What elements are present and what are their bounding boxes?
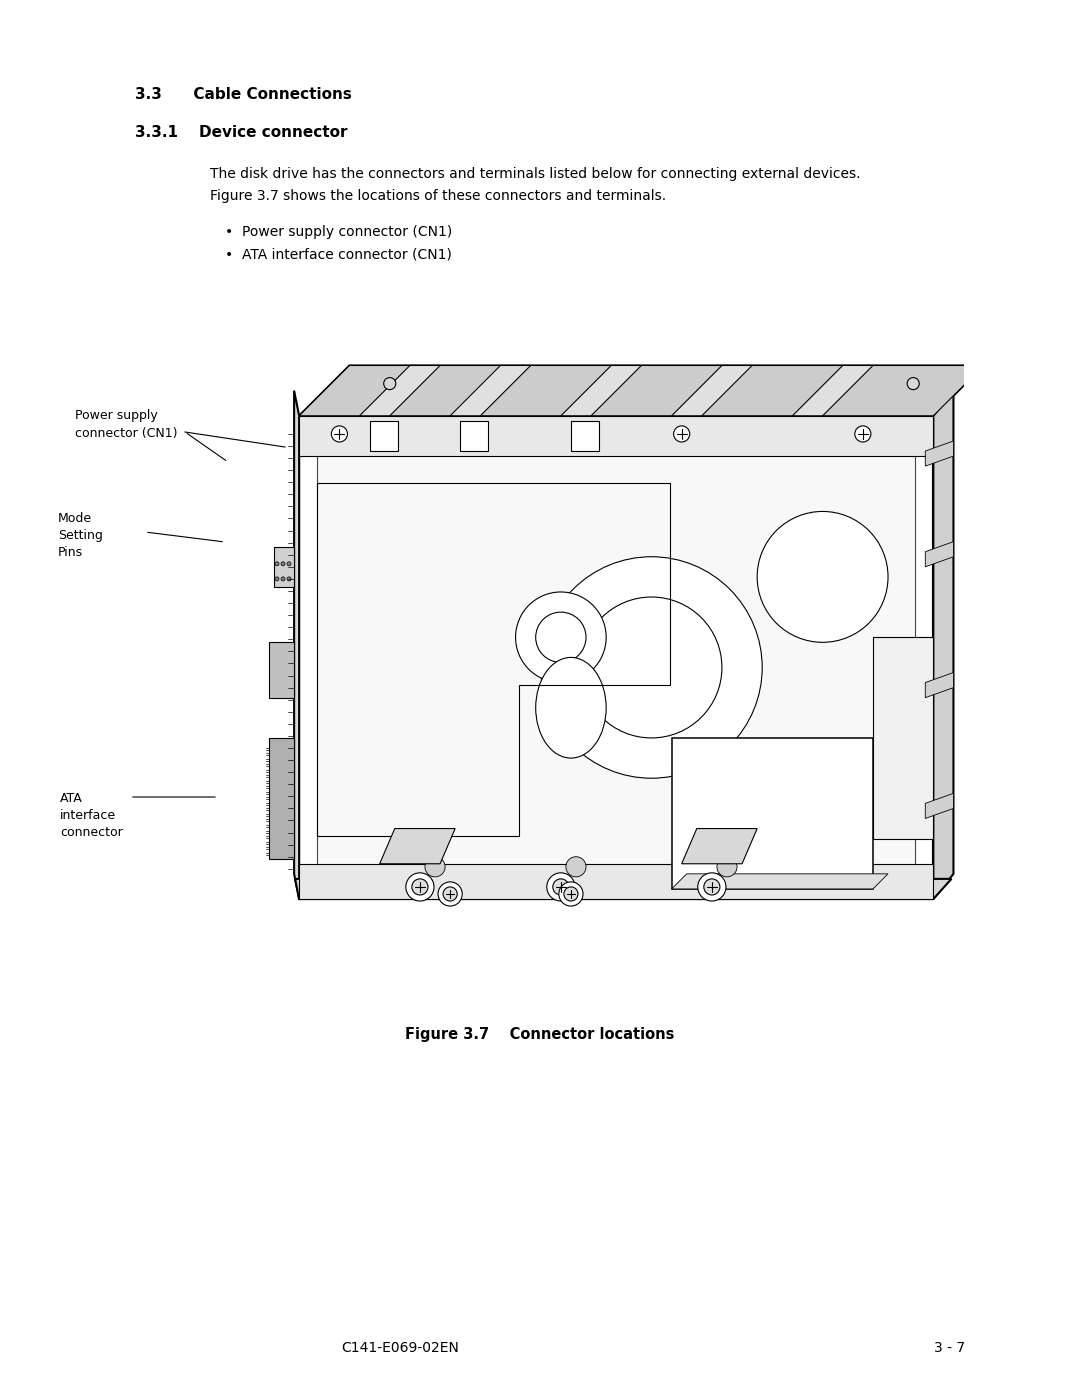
Circle shape bbox=[907, 377, 919, 390]
Text: 3 - 7: 3 - 7 bbox=[934, 1341, 966, 1355]
Text: 3.3      Cable Connections: 3.3 Cable Connections bbox=[135, 87, 352, 102]
Polygon shape bbox=[299, 416, 933, 455]
Text: The disk drive has the connectors and terminals listed below for connecting exte: The disk drive has the connectors and te… bbox=[210, 168, 861, 182]
Circle shape bbox=[566, 856, 586, 877]
Polygon shape bbox=[450, 366, 530, 416]
Polygon shape bbox=[672, 366, 752, 416]
Bar bbox=[460, 420, 488, 451]
Bar bbox=[269, 643, 294, 697]
Bar bbox=[571, 420, 599, 451]
Polygon shape bbox=[360, 366, 440, 416]
Text: interface: interface bbox=[60, 809, 117, 821]
Text: Figure 3.7    Connector locations: Figure 3.7 Connector locations bbox=[405, 1027, 675, 1042]
Polygon shape bbox=[294, 391, 299, 900]
Polygon shape bbox=[933, 391, 954, 900]
Text: •  ATA interface connector (CN1): • ATA interface connector (CN1) bbox=[225, 247, 451, 261]
Circle shape bbox=[424, 856, 445, 877]
Polygon shape bbox=[299, 366, 984, 416]
Circle shape bbox=[406, 873, 434, 901]
Text: Pins: Pins bbox=[58, 546, 83, 559]
Text: Figure 3.7 shows the locations of these connectors and terminals.: Figure 3.7 shows the locations of these … bbox=[210, 189, 666, 203]
Circle shape bbox=[287, 577, 292, 581]
Circle shape bbox=[411, 879, 428, 895]
Text: Power supply: Power supply bbox=[75, 409, 158, 422]
Polygon shape bbox=[380, 828, 455, 863]
Text: C141-E069-02EN: C141-E069-02EN bbox=[341, 1341, 459, 1355]
Bar bbox=[274, 546, 294, 587]
Polygon shape bbox=[299, 366, 984, 416]
Circle shape bbox=[275, 562, 279, 566]
Text: Setting: Setting bbox=[58, 529, 103, 542]
Bar bbox=[369, 420, 397, 451]
Text: Mode: Mode bbox=[58, 511, 92, 525]
Polygon shape bbox=[926, 441, 954, 467]
Circle shape bbox=[281, 577, 285, 581]
Polygon shape bbox=[926, 793, 954, 819]
Circle shape bbox=[717, 856, 737, 877]
Ellipse shape bbox=[536, 658, 606, 759]
Text: connector (CN1): connector (CN1) bbox=[75, 427, 177, 440]
Circle shape bbox=[287, 562, 292, 566]
Circle shape bbox=[332, 426, 348, 441]
Circle shape bbox=[515, 592, 606, 683]
Bar bbox=[873, 637, 933, 838]
Circle shape bbox=[581, 597, 721, 738]
Text: connector: connector bbox=[60, 826, 123, 840]
Circle shape bbox=[541, 557, 762, 778]
Circle shape bbox=[704, 879, 720, 895]
Polygon shape bbox=[318, 434, 915, 882]
Polygon shape bbox=[561, 366, 642, 416]
Circle shape bbox=[564, 887, 578, 901]
Circle shape bbox=[536, 612, 586, 662]
Circle shape bbox=[698, 873, 726, 901]
Circle shape bbox=[275, 577, 279, 581]
Circle shape bbox=[443, 887, 457, 901]
Polygon shape bbox=[681, 828, 757, 863]
Polygon shape bbox=[295, 879, 951, 900]
Text: 3.3.1    Device connector: 3.3.1 Device connector bbox=[135, 124, 348, 140]
Polygon shape bbox=[926, 542, 954, 567]
Polygon shape bbox=[299, 416, 933, 900]
Circle shape bbox=[558, 882, 583, 907]
Circle shape bbox=[438, 882, 462, 907]
Circle shape bbox=[383, 377, 395, 390]
Polygon shape bbox=[672, 875, 888, 888]
Circle shape bbox=[854, 426, 870, 441]
Text: •  Power supply connector (CN1): • Power supply connector (CN1) bbox=[225, 225, 453, 239]
Polygon shape bbox=[793, 366, 873, 416]
Circle shape bbox=[281, 562, 285, 566]
Text: ATA: ATA bbox=[60, 792, 83, 805]
Polygon shape bbox=[926, 672, 954, 697]
Polygon shape bbox=[299, 863, 933, 900]
Circle shape bbox=[674, 426, 690, 441]
Circle shape bbox=[546, 873, 575, 901]
Circle shape bbox=[553, 879, 569, 895]
Bar bbox=[269, 738, 294, 859]
Circle shape bbox=[757, 511, 888, 643]
Bar bbox=[672, 738, 873, 888]
